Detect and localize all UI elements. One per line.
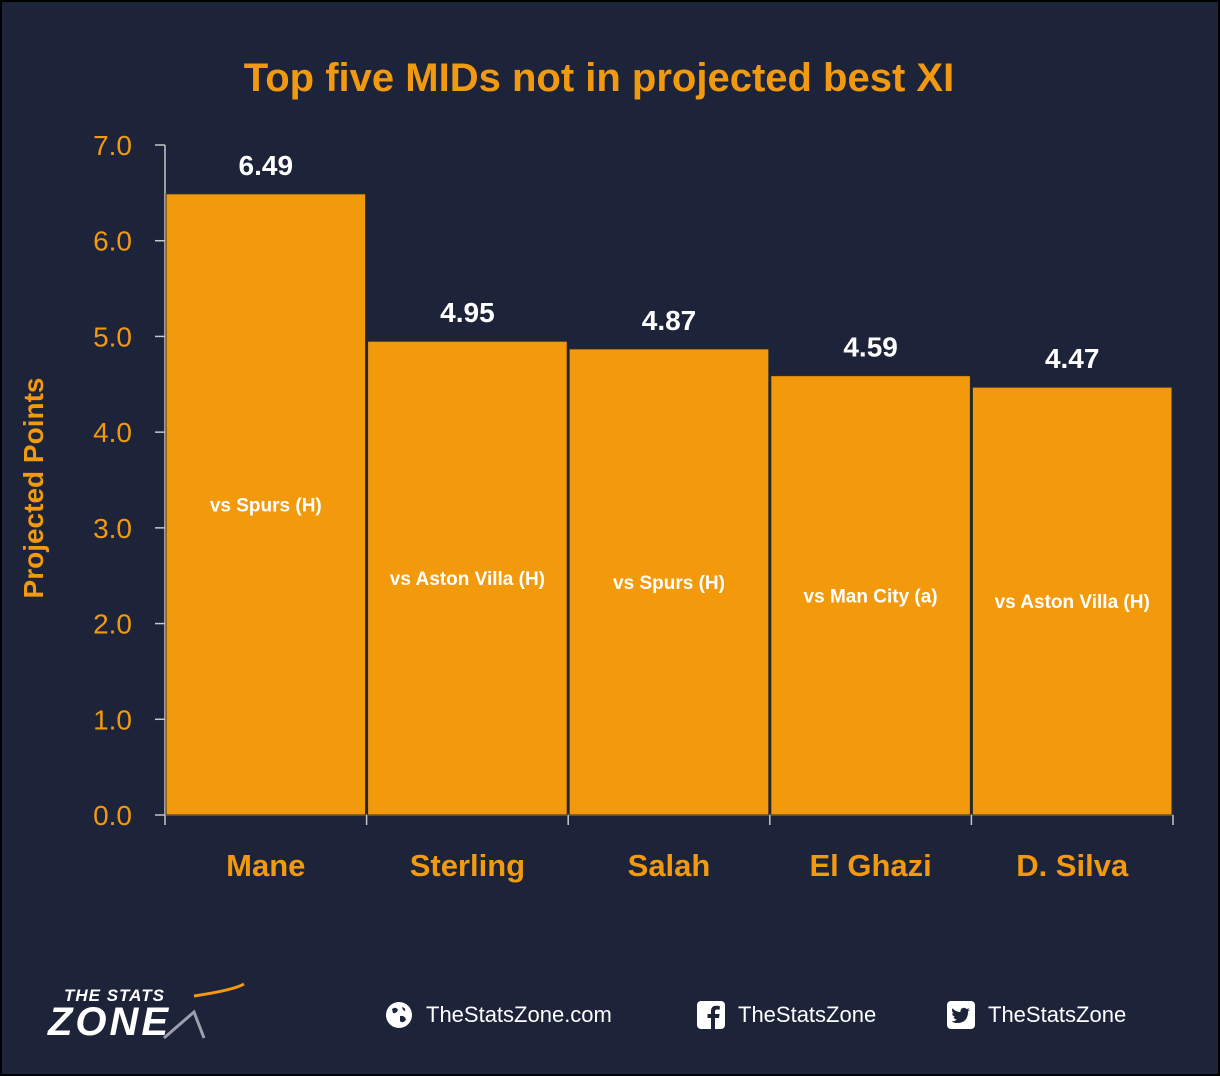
y-tick-label: 3.0 <box>93 513 132 544</box>
website-text: TheStatsZone.com <box>426 1002 612 1027</box>
bar <box>568 348 770 816</box>
logo-swoosh-icon <box>163 982 245 1040</box>
globe-icon <box>386 1002 412 1028</box>
logo-main-text: ZONE <box>48 1000 172 1044</box>
bar <box>770 375 971 816</box>
facebook-link[interactable]: TheStatsZone <box>696 1000 876 1030</box>
bar-value-label: 4.47 <box>1045 343 1100 374</box>
stats-zone-logo: THE STATS ZONE <box>44 982 264 1044</box>
bar <box>165 193 367 816</box>
y-tick-label: 2.0 <box>93 609 132 640</box>
logo-top-text: THE STATS <box>64 986 165 1005</box>
x-category-label: Salah <box>628 848 711 883</box>
facebook-icon <box>697 1001 725 1029</box>
x-category-label: Mane <box>226 848 305 883</box>
website-link[interactable]: TheStatsZone.com <box>384 1000 612 1030</box>
twitter-link[interactable]: TheStatsZone <box>946 1000 1126 1030</box>
bar-value-label: 4.59 <box>843 332 898 363</box>
y-tick-label: 0.0 <box>93 800 132 831</box>
bar-fixture-label: vs Aston Villa (H) <box>995 592 1150 613</box>
x-category-label: D. Silva <box>1016 848 1129 883</box>
bar-value-label: 4.95 <box>440 297 495 328</box>
bar-fixture-label: vs Aston Villa (H) <box>390 569 545 590</box>
twitter-text: TheStatsZone <box>988 1002 1127 1027</box>
x-category-label: El Ghazi <box>809 848 931 883</box>
y-tick-label: 5.0 <box>93 321 132 352</box>
bar-fixture-label: vs Spurs (H) <box>613 573 725 594</box>
y-tick-label: 1.0 <box>93 704 132 735</box>
y-tick-label: 4.0 <box>93 417 132 448</box>
facebook-text: TheStatsZone <box>738 1002 877 1027</box>
chart-title: Top five MIDs not in projected best XI <box>243 56 955 100</box>
bar-value-label: 4.87 <box>642 305 697 336</box>
twitter-icon <box>947 1001 975 1029</box>
bar-fixture-label: vs Man City (a) <box>804 586 938 607</box>
y-tick-label: 6.0 <box>93 226 132 257</box>
bar-fixture-label: vs Spurs (H) <box>210 495 322 516</box>
bar-value-label: 6.49 <box>239 150 294 181</box>
bar <box>971 386 1173 816</box>
y-tick-label: 7.0 <box>93 130 132 161</box>
x-category-label: Sterling <box>410 848 525 883</box>
bar <box>367 340 568 816</box>
